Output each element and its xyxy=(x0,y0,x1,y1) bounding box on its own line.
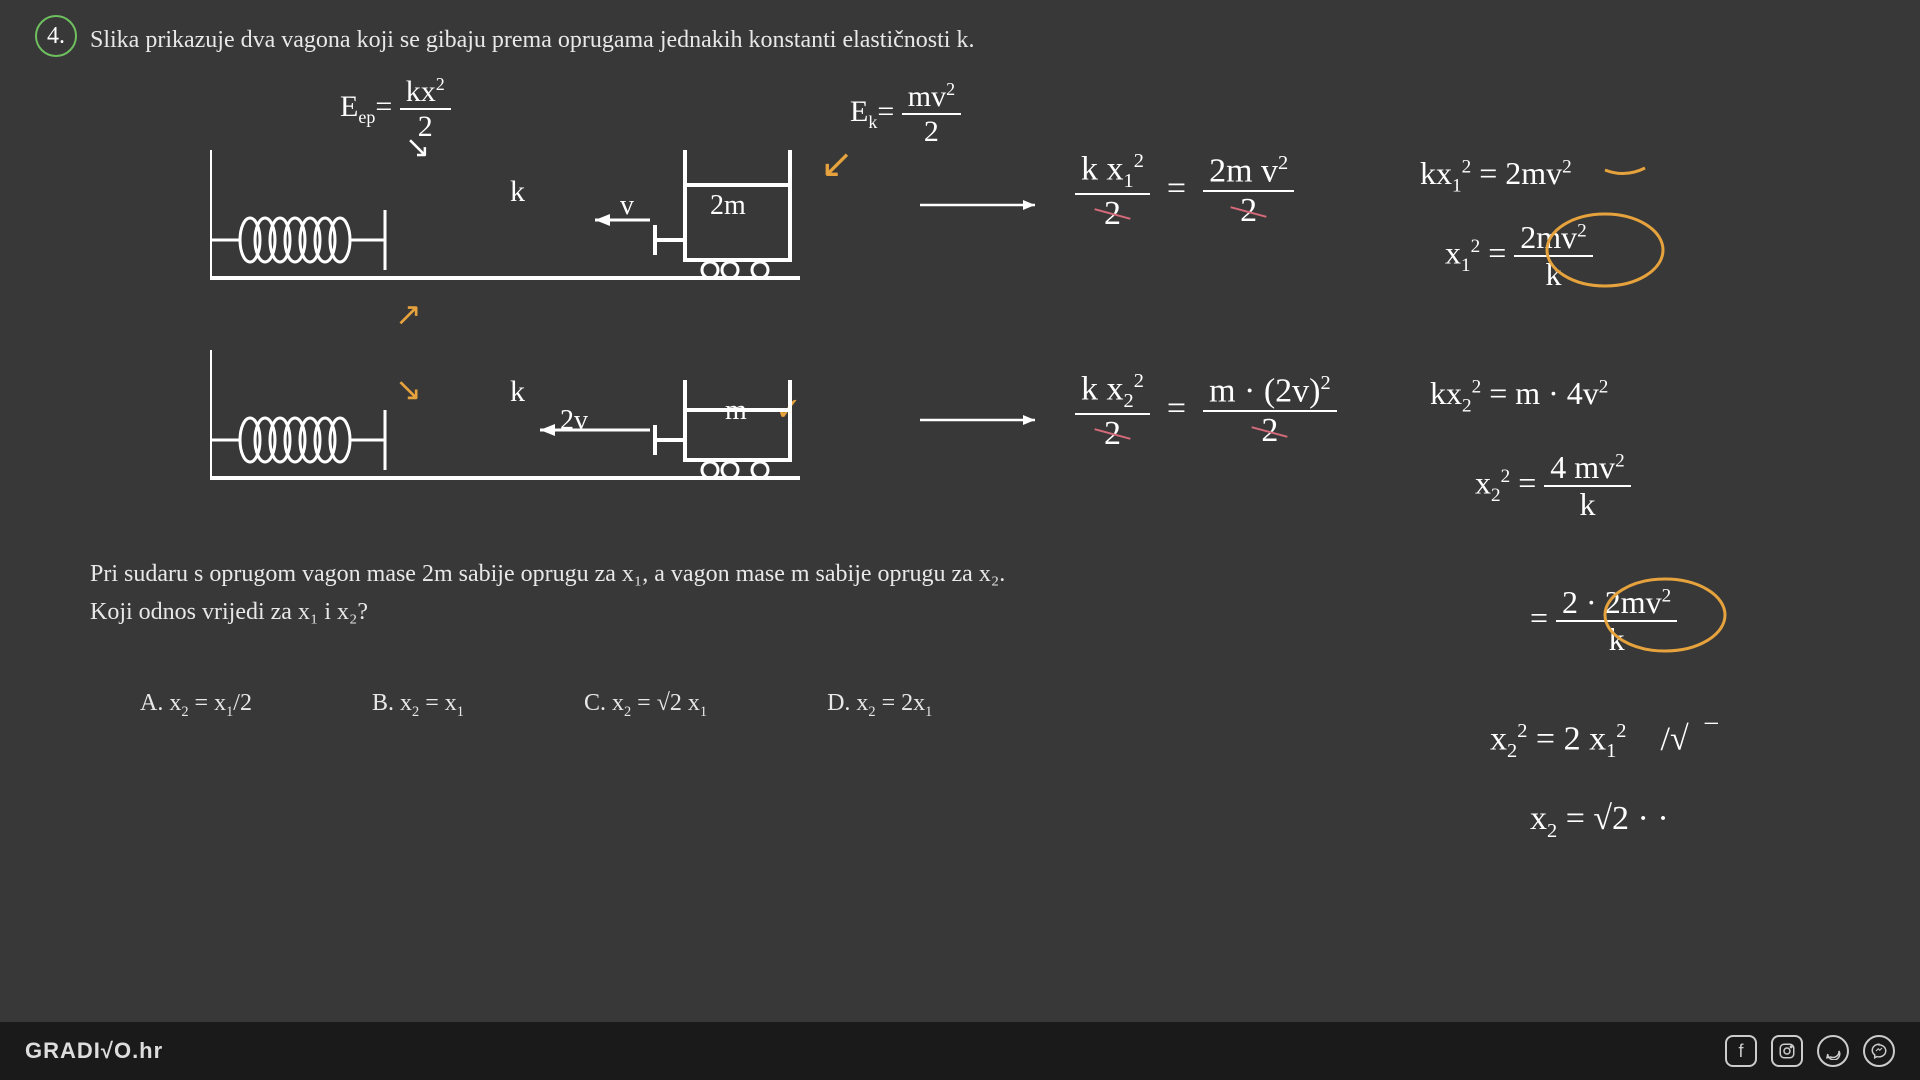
facebook-icon[interactable]: f xyxy=(1725,1035,1757,1067)
final-step-1: x22 = 2 x12 /√ ‾ xyxy=(1490,720,1717,763)
footer-logo: GRADI√O.hr xyxy=(25,1038,163,1064)
problem-number-text: 4. xyxy=(47,23,65,50)
circle-highlight-1 xyxy=(1540,210,1670,290)
answer-b: B. x2 = x1 xyxy=(372,690,464,721)
velocity-label-2: 2v xyxy=(560,405,588,437)
question-text: Pri sudaru s oprugom vagon mase 2m sabij… xyxy=(90,555,1040,632)
arrow-to-eq1 xyxy=(920,195,1050,215)
answer-c: C. x2 = √2 x1 xyxy=(584,690,707,721)
equation-2: k x222 = m · (2v)22 xyxy=(1075,370,1337,452)
formula-ep: Eep= kx22 xyxy=(340,75,451,143)
problem-statement: Slika prikazuje dva vagona koji se gibaj… xyxy=(90,22,990,58)
answers-row: A. x2 = x1/2 B. x2 = x1 C. x2 = √2 x1 D.… xyxy=(140,690,932,721)
messenger-icon[interactable] xyxy=(1863,1035,1895,1067)
circle-highlight-2 xyxy=(1600,575,1730,655)
formula-ek: Ek= mv22 xyxy=(850,80,961,148)
equation-1: k x122 = 2m v22 xyxy=(1075,150,1294,232)
social-icons: f xyxy=(1725,1035,1895,1067)
velocity-label-1: v xyxy=(620,190,634,222)
footer-bar: GRADI√O.hr f xyxy=(0,1022,1920,1080)
instagram-icon[interactable] xyxy=(1771,1035,1803,1067)
underline-1 xyxy=(1600,150,1650,180)
problem-number-badge: 4. xyxy=(35,15,77,57)
equation-1-result-a: kx12 = 2mv2 xyxy=(1420,155,1572,197)
arrow-ek-down: ↙ xyxy=(820,140,854,187)
spring-label-1: k xyxy=(510,175,525,209)
spring-label-2: k xyxy=(510,375,525,409)
arrow-orange-1: ↗ xyxy=(395,295,422,333)
final-step-2: x2 = √2 · · xyxy=(1530,800,1669,843)
arrow-to-eq2 xyxy=(920,410,1050,430)
diagram-2 xyxy=(210,350,800,480)
mass-label-2: m xyxy=(725,395,747,427)
whatsapp-icon[interactable] xyxy=(1817,1035,1849,1067)
answer-d: D. x2 = 2x1 xyxy=(827,690,932,721)
equation-2-result-a: kx22 = m · 4v2 xyxy=(1430,375,1608,417)
equation-2-result-b: x22 = 4 mv2k xyxy=(1475,450,1631,522)
mass-label-1: 2m xyxy=(710,190,746,222)
answer-a: A. x2 = x1/2 xyxy=(140,690,252,721)
